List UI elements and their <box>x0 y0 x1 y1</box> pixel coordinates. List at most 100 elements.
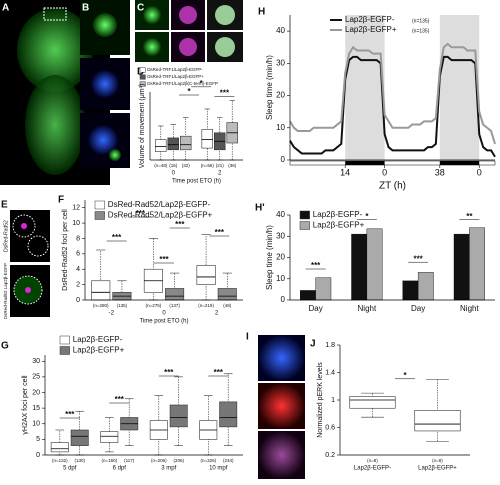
n-label: (21) <box>216 163 225 168</box>
image-label: DsRed-Rad52 Lap2β-EGFP <box>3 263 8 319</box>
x-tick-label: 0 <box>162 311 166 317</box>
n-label: (130) <box>74 458 85 463</box>
n-label: (16) <box>169 163 178 168</box>
significance: *** <box>215 228 225 237</box>
legend-label: Lap2β-EGFP- <box>313 210 363 219</box>
y-tick-label: 12 <box>72 205 80 212</box>
box <box>155 139 167 152</box>
x-tick-label: 10 mpf <box>209 466 228 472</box>
y-tick-label: 40 <box>276 26 285 35</box>
significance: *** <box>159 255 169 264</box>
significance: ** <box>466 212 473 221</box>
y-tick-label: 10 <box>72 220 80 227</box>
legend-label: DsRed-TRF1/Lap2β(C-term)-EGFP <box>147 81 218 86</box>
box <box>180 135 192 151</box>
legend-swatch <box>139 81 146 87</box>
significance: *** <box>136 209 146 218</box>
n-label: (n=150) <box>101 458 117 463</box>
box <box>167 137 179 151</box>
legend-swatch <box>94 200 105 210</box>
x-tick-label: 6 dpf <box>113 466 127 472</box>
y-axis-title: DsRed-Rad52 foci per cell <box>62 209 69 291</box>
bar <box>402 280 419 301</box>
bar <box>469 227 485 301</box>
image-panels <box>0 0 305 479</box>
n-label: (36) <box>228 163 237 168</box>
y-axis-title: Volume of movement (μm³) <box>139 84 146 169</box>
y-tick-label: 8 <box>76 235 80 242</box>
y-tick-label: 30 <box>276 231 285 240</box>
n-label: (234) <box>223 458 234 463</box>
box <box>50 442 69 453</box>
legend-swatch <box>94 211 105 220</box>
box <box>349 396 396 409</box>
legend-label: Lap2β-EGFP- <box>345 15 395 24</box>
panel-label: B <box>82 3 89 14</box>
panel-label: F <box>58 195 64 206</box>
significance: * <box>403 371 407 380</box>
x-tick-label: 38 <box>435 167 445 177</box>
bar <box>351 233 368 301</box>
legend-label: Lap2β-EGFP- <box>73 335 123 344</box>
significance: *** <box>311 261 321 270</box>
legend-label: Lap2β-EGFP+ <box>313 221 365 230</box>
y-tick-label: 4 <box>76 266 80 273</box>
x-tick-label: -2 <box>109 311 115 317</box>
x-tick-label: Night <box>460 304 479 313</box>
x-tick-label: Day <box>411 304 425 313</box>
night-shading <box>439 15 480 160</box>
n-label: (n=326) <box>200 458 216 463</box>
y-tick-label: 0 <box>76 297 80 304</box>
series-line <box>289 55 496 158</box>
bar <box>453 233 470 301</box>
legend-swatch <box>299 221 310 230</box>
legend-n: (n=135) <box>412 18 430 24</box>
n-label: (n=8) <box>367 458 378 463</box>
dark-bar <box>439 161 480 165</box>
legend-swatch <box>59 346 70 355</box>
y-tick-label: 10 <box>276 274 285 283</box>
y-axis-title: Sleep time (min/h) <box>265 55 274 120</box>
y-tick-label: 30 <box>276 58 285 67</box>
x-axis-title: ZT (h) <box>379 181 406 192</box>
bar <box>366 228 383 301</box>
n-label: (n=275) <box>146 303 162 308</box>
dark-bar <box>345 161 385 165</box>
bar <box>315 277 332 301</box>
legend-label: DsRed-Rad52/Lap2β-EGFP+ <box>108 211 213 220</box>
n-label: (137) <box>169 303 180 308</box>
legend-label: DsRed-TRF1/Lap2β-EGFP- <box>147 67 203 72</box>
bar <box>300 290 316 301</box>
x-tick-label: 0 <box>477 167 482 177</box>
y-tick-label: 20 <box>32 389 40 396</box>
significance: * <box>200 79 204 88</box>
n-label: (n=8) <box>432 458 443 463</box>
significance: *** <box>115 395 125 404</box>
y-axis-title: γH2AX foci per cell <box>22 375 29 435</box>
x-tick-label: 2 <box>218 171 222 177</box>
n-label: (n=219) <box>198 303 214 308</box>
significance: *** <box>164 368 174 377</box>
box <box>217 288 237 301</box>
x-tick-label: 3 mpf <box>161 466 176 472</box>
box <box>196 265 216 285</box>
panel-label: J <box>310 339 316 350</box>
legend-n: (n=135) <box>412 28 430 34</box>
n-label: (n=56) <box>201 163 215 168</box>
significance: *** <box>65 410 75 419</box>
significance: *** <box>214 368 224 377</box>
n-label: (n=132) <box>52 458 68 463</box>
box <box>169 404 188 428</box>
legend-label: Lap2β-EGFP+ <box>345 25 397 34</box>
n-label: (117) <box>124 458 135 463</box>
significance: *** <box>175 220 185 229</box>
y-tick-label: 0 <box>36 452 40 459</box>
y-tick-label: 5 <box>36 436 40 443</box>
x-tick-label: Night <box>358 304 377 313</box>
box <box>100 431 119 443</box>
y-tick-label: 25 <box>32 374 40 381</box>
image-label: DsRed-Rad52 <box>3 220 9 252</box>
significance: *** <box>220 88 230 97</box>
